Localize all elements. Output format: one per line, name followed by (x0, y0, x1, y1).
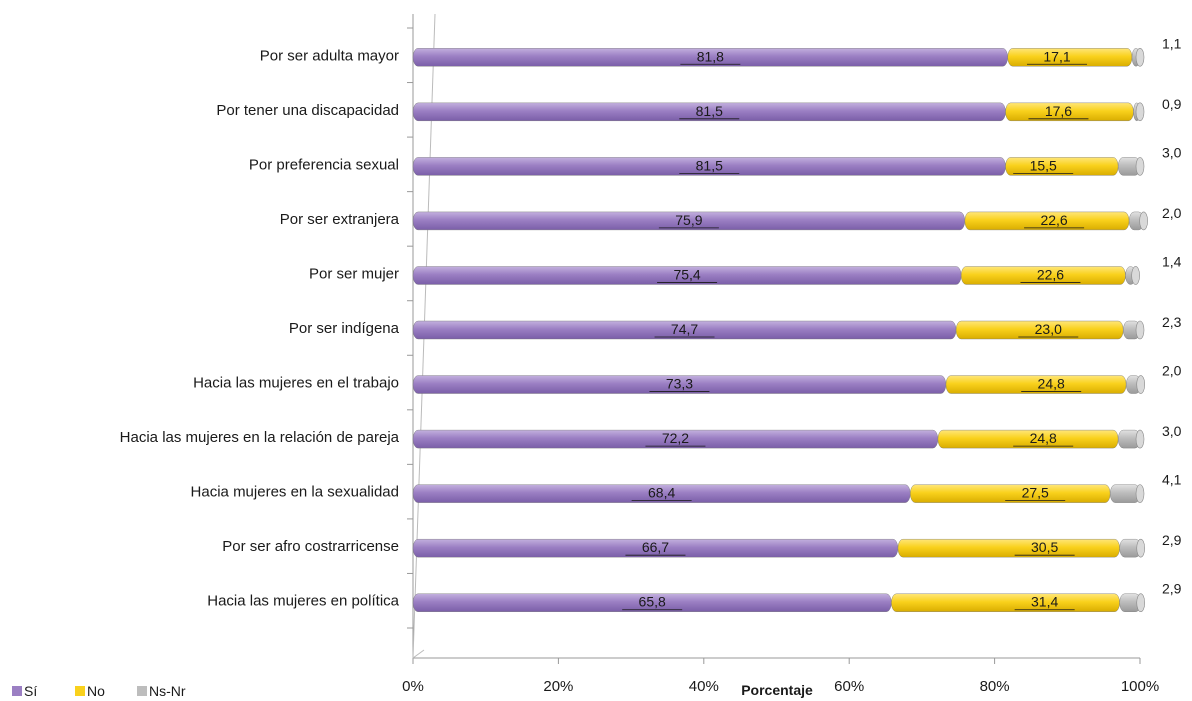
legend: Sí No Ns-Nr (12, 683, 186, 699)
bar-segment-no (897, 538, 1120, 558)
x-tick-label: 100% (1121, 678, 1159, 695)
bar-end-cap (1135, 157, 1145, 176)
bar-end-cap (1131, 266, 1140, 285)
data-label: 27,5 (1022, 485, 1049, 501)
data-label: 2,9 (1162, 581, 1182, 597)
category-label: Por ser mujer (309, 265, 399, 282)
data-label: 75,9 (675, 212, 702, 228)
data-label: 1,1 (1162, 35, 1182, 51)
data-label: 17,6 (1045, 103, 1072, 119)
data-label: 74,7 (671, 321, 698, 337)
x-tick-label: 60% (834, 678, 864, 695)
legend-label: Sí (24, 683, 37, 699)
category-label: Por ser afro costrarricense (222, 538, 399, 555)
category-label: Por ser indígena (289, 320, 400, 337)
bar-segment-no (945, 375, 1127, 394)
data-label: 24,8 (1030, 430, 1057, 446)
data-label: 22,6 (1040, 212, 1067, 228)
bar-end-cap (1135, 102, 1145, 122)
bar-end-cap (1135, 320, 1145, 340)
bar-segment-no (1005, 157, 1119, 176)
x-tick-label: 40% (689, 678, 719, 695)
data-label: 72,2 (662, 430, 689, 446)
x-axis-floor (412, 649, 425, 659)
bar-end-cap (1139, 211, 1148, 231)
category-label: Hacia las mujeres en el trabajo (193, 375, 399, 392)
x-axis-title: Porcentaje (741, 682, 813, 698)
data-label: 66,7 (642, 539, 669, 555)
data-label: 1,4 (1162, 253, 1182, 269)
legend-swatch (75, 686, 85, 696)
data-label: 24,8 (1038, 376, 1065, 392)
data-label: 31,4 (1031, 594, 1058, 610)
x-tick-label: 20% (543, 678, 573, 695)
bar-end-cap (1135, 47, 1145, 67)
bars (412, 47, 1148, 613)
category-label: Por ser adulta mayor (260, 47, 399, 64)
category-label: Hacia las mujeres en política (207, 593, 399, 610)
data-label: 22,6 (1037, 266, 1064, 282)
category-label: Hacia las mujeres en la relación de pare… (120, 429, 400, 446)
data-label: 3,0 (1162, 144, 1182, 160)
data-label: 2,0 (1162, 205, 1182, 221)
data-label: 23,0 (1035, 321, 1062, 337)
bar-end-cap (1136, 375, 1146, 394)
data-label: 81,5 (696, 157, 723, 173)
bar-end-cap (1136, 593, 1146, 613)
data-label: 2,3 (1162, 314, 1182, 330)
data-label: 3,0 (1162, 423, 1182, 439)
category-label: Por tener una discapacidad (216, 102, 399, 119)
legend-swatch (12, 686, 22, 696)
category-label: Por ser extranjera (280, 211, 400, 228)
data-label: 30,5 (1031, 539, 1058, 555)
bar-segment-ns-nr (1109, 484, 1141, 503)
data-label: 75,4 (673, 266, 700, 282)
bar-segment-no (910, 484, 1111, 503)
data-label: 15,5 (1030, 157, 1057, 173)
data-label: 65,8 (639, 594, 666, 610)
data-label: 81,8 (697, 48, 724, 64)
data-label: 2,0 (1162, 363, 1182, 379)
bar-segment-no (937, 429, 1119, 449)
legend-label: No (87, 683, 105, 699)
data-label: 17,1 (1043, 48, 1070, 64)
category-label: Por preferencia sexual (249, 156, 399, 173)
bar-end-cap (1135, 429, 1145, 449)
bar-end-cap (1135, 484, 1145, 503)
data-label: 73,3 (666, 376, 693, 392)
data-label: 0,9 (1162, 96, 1182, 112)
data-label: 4,1 (1162, 472, 1182, 488)
x-tick-label: 0% (402, 678, 424, 695)
data-label: 2,9 (1162, 532, 1182, 548)
data-label: 68,4 (648, 485, 675, 501)
data-label: 81,5 (696, 103, 723, 119)
labels: Por ser adulta mayor 81,8 17,1 1,1 Por tener… (120, 35, 1182, 611)
x-tick-label: 80% (980, 678, 1010, 695)
category-label: Hacia mujeres en la sexualidad (191, 484, 399, 501)
legend-swatch (137, 686, 147, 696)
bar-end-cap (1136, 538, 1146, 558)
bar-segment-no (891, 593, 1120, 612)
legend-label: Ns-Nr (149, 683, 186, 699)
